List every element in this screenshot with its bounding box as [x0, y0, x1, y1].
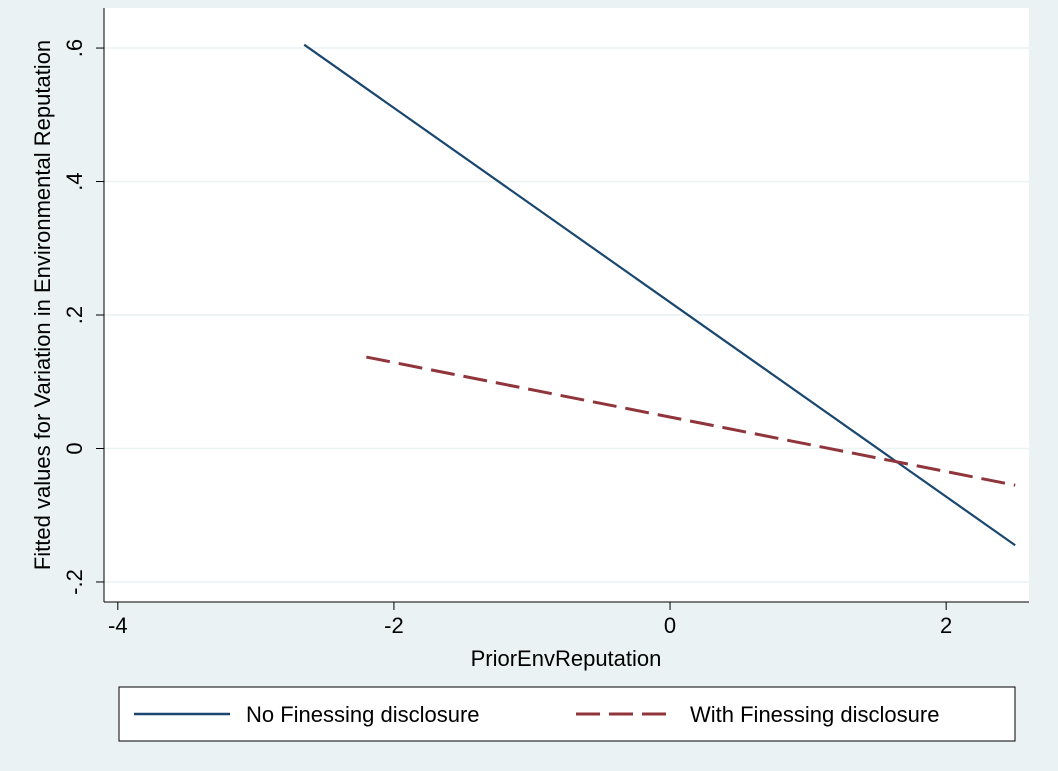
- legend-box: [118, 686, 1016, 742]
- y-tick-label: 0: [62, 442, 87, 454]
- grid-lines: [104, 47, 1029, 583]
- y-axis: -.2 0 .2 .4 .6: [62, 8, 105, 602]
- plot-area: [104, 8, 1029, 602]
- y-tick-label: -.2: [62, 569, 87, 595]
- y-tick-label: .4: [62, 172, 87, 190]
- x-axis-title: PriorEnvReputation: [471, 646, 662, 671]
- x-axis: -4 -2 0 2: [104, 601, 1029, 638]
- x-tick-label: 2: [940, 613, 952, 638]
- legend: No Finessing disclosure With Finessing d…: [118, 686, 1016, 742]
- series-layer: [303, 43, 1016, 547]
- y-axis-title: Fitted values for Variation in Environme…: [30, 40, 55, 570]
- legend-label-with-finessing: With Finessing disclosure: [690, 702, 939, 727]
- series-line-with-finessing: [366, 355, 1016, 487]
- legend-label-no-finessing: No Finessing disclosure: [246, 702, 480, 727]
- x-tick-label: -2: [384, 613, 404, 638]
- x-tick-label: -4: [108, 613, 128, 638]
- y-tick-label: .2: [62, 306, 87, 324]
- x-tick-label: 0: [664, 613, 676, 638]
- y-tick-label: .6: [62, 39, 87, 57]
